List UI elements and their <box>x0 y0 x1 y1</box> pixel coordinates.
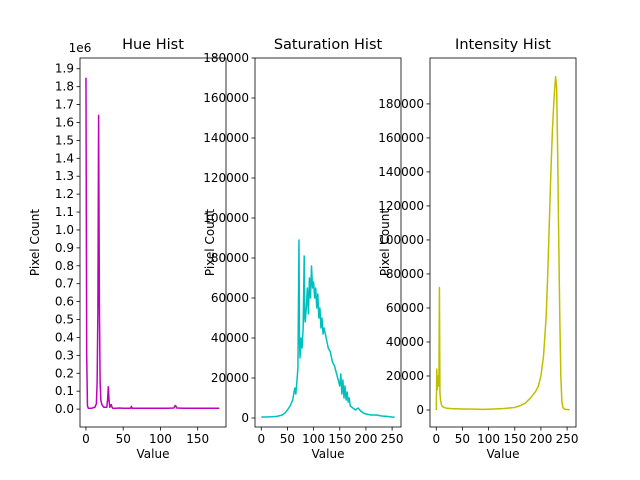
y-tick-label: 0.0 <box>55 402 74 416</box>
y-tick-label: 20000 <box>386 369 424 383</box>
y-tick-label: 1.2 <box>55 187 74 201</box>
y-axis-label: Pixel Count <box>203 209 217 277</box>
y-tick-label: 0 <box>416 403 424 417</box>
x-tick-label: 200 <box>529 432 552 446</box>
x-tick-label: 50 <box>280 432 295 446</box>
y-tick-label: 0.4 <box>55 330 74 344</box>
y-tick-label: 1.5 <box>55 133 74 147</box>
y-tick-label: 0.7 <box>55 277 74 291</box>
y-tick-label: 140000 <box>203 131 249 145</box>
x-tick-label: 0 <box>432 432 440 446</box>
y-tick-label: 120000 <box>378 199 424 213</box>
y-tick-label: 1.9 <box>55 62 74 76</box>
x-tick-label: 250 <box>556 432 579 446</box>
x-tick-label: 0 <box>257 432 265 446</box>
y-tick-label: 0.2 <box>55 366 74 380</box>
y-tick-label: 100000 <box>378 233 424 247</box>
y-tick-label: 0.9 <box>55 241 74 255</box>
y-tick-label: 120000 <box>203 171 249 185</box>
y-tick-label: 180000 <box>203 51 249 65</box>
y-tick-label: 140000 <box>378 165 424 179</box>
x-axis-label: Value <box>487 447 520 461</box>
y-axis-label: Pixel Count <box>378 209 392 277</box>
series-line-hue <box>85 77 220 409</box>
x-tick-label: 150 <box>503 432 526 446</box>
y-tick-label: 0.3 <box>55 348 74 362</box>
y-axis-label: Pixel Count <box>28 209 42 277</box>
y-tick-label: 0.5 <box>55 313 74 327</box>
y-tick-label: 80000 <box>386 267 424 281</box>
y-tick-label: 100000 <box>203 211 249 225</box>
series-line-saturation <box>261 239 395 418</box>
x-tick-label: 50 <box>116 432 131 446</box>
x-tick-label: 150 <box>328 432 351 446</box>
x-tick-label: 0 <box>82 432 90 446</box>
y-tick-label: 40000 <box>211 331 249 345</box>
y-tick-label: 1.3 <box>55 169 74 183</box>
y-tick-label: 1.0 <box>55 223 74 237</box>
y-tick-label: 0.8 <box>55 259 74 273</box>
y-tick-label: 60000 <box>211 291 249 305</box>
axes-frame <box>429 57 577 428</box>
y-tick-label: 160000 <box>378 131 424 145</box>
chart-title: Saturation Hist <box>274 37 383 53</box>
y-offset-text: 1e6 <box>69 41 92 55</box>
x-tick-label: 100 <box>149 432 172 446</box>
y-tick-label: 1.1 <box>55 205 74 219</box>
y-tick-label: 160000 <box>203 91 249 105</box>
y-tick-label: 1.4 <box>55 151 74 165</box>
x-axis-label: Value <box>137 447 170 461</box>
series-line-intensity <box>435 75 570 411</box>
y-tick-label: 40000 <box>386 335 424 349</box>
y-tick-label: 20000 <box>211 371 249 385</box>
y-tick-label: 180000 <box>378 97 424 111</box>
y-tick-label: 0.6 <box>55 295 74 309</box>
x-tick-label: 150 <box>186 432 209 446</box>
y-tick-label: 0 <box>241 411 249 425</box>
axes-frame <box>254 57 402 428</box>
axes-frame <box>79 57 227 428</box>
chart-panel-3: 0 50 100 150 200 250 0 20000 40000 60000 80000 1000… <box>378 37 579 461</box>
y-tick-label: 1.7 <box>55 98 74 112</box>
y-tick-label: 60000 <box>386 301 424 315</box>
x-axis-label: Value <box>312 447 345 461</box>
y-tick-label: 1.8 <box>55 80 74 94</box>
x-tick-label: 50 <box>455 432 470 446</box>
chart-title: Hue Hist <box>122 37 184 53</box>
chart-title: Intensity Hist <box>455 37 551 53</box>
y-tick-label: 80000 <box>211 251 249 265</box>
y-tick-label: 0.1 <box>55 384 74 398</box>
x-tick-label: 200 <box>354 432 377 446</box>
y-tick-label: 1.6 <box>55 115 74 129</box>
x-tick-label: 100 <box>302 432 325 446</box>
x-tick-label: 250 <box>381 432 404 446</box>
chart-panel-1: 0 50 100 150 0.0 0.1 0.2 0.3 0.4 0.5 0.6 0.7 0.8 0.9 1… <box>28 37 227 461</box>
chart-panel-2: 0 50 100 150 200 250 0 20000 40000 60000 80000 1000… <box>203 37 404 461</box>
x-tick-label: 100 <box>477 432 500 446</box>
